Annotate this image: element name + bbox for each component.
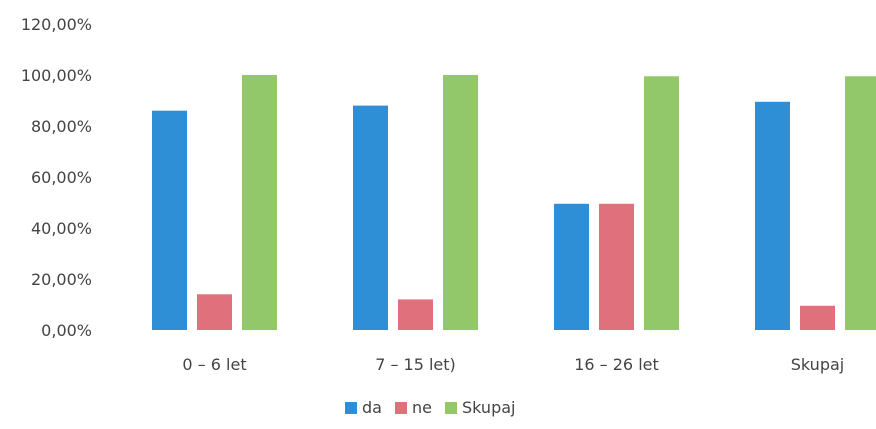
y-tick-label: 100,00% [21,66,92,85]
x-axis-labels: 0 – 6 let 7 – 15 let) 16 – 26 let Skupaj [182,355,844,374]
y-axis-ticks: 0,00% 20,00% 40,00% 60,00% 80,00% 100,00% 120,… [21,15,92,340]
legend-swatch-da [345,402,357,414]
bar-da-0 [152,110,187,330]
y-tick-label: 60,00% [31,168,92,187]
y-tick-label: 80,00% [31,117,92,136]
bar-ne-2 [599,203,634,330]
bar-skupaj-2 [644,76,679,331]
x-tick-label: 7 – 15 let) [375,355,456,374]
x-tick-label: Skupaj [791,355,844,374]
y-tick-label: 20,00% [31,270,92,289]
legend-swatch-ne [395,402,407,414]
bar-ne-3 [800,305,835,330]
bar-da-3 [755,101,790,331]
bar-ne-1 [398,299,433,330]
y-tick-label: 0,00% [41,321,92,340]
legend-label-da: da [362,398,382,417]
y-tick-label: 120,00% [21,15,92,34]
legend: da ne Skupaj [345,398,515,417]
bar-skupaj-0 [242,75,277,330]
bar-series [152,75,876,331]
bar-da-1 [353,105,388,330]
bar-skupaj-3 [845,76,876,331]
bar-da-2 [554,203,589,330]
legend-label-ne: ne [412,398,432,417]
x-tick-label: 16 – 26 let [574,355,659,374]
bar-skupaj-1 [443,75,478,330]
y-tick-label: 40,00% [31,219,92,238]
x-tick-label: 0 – 6 let [182,355,246,374]
bar-ne-0 [197,294,232,330]
legend-swatch-skupaj [445,402,457,414]
legend-label-skupaj: Skupaj [462,398,515,417]
